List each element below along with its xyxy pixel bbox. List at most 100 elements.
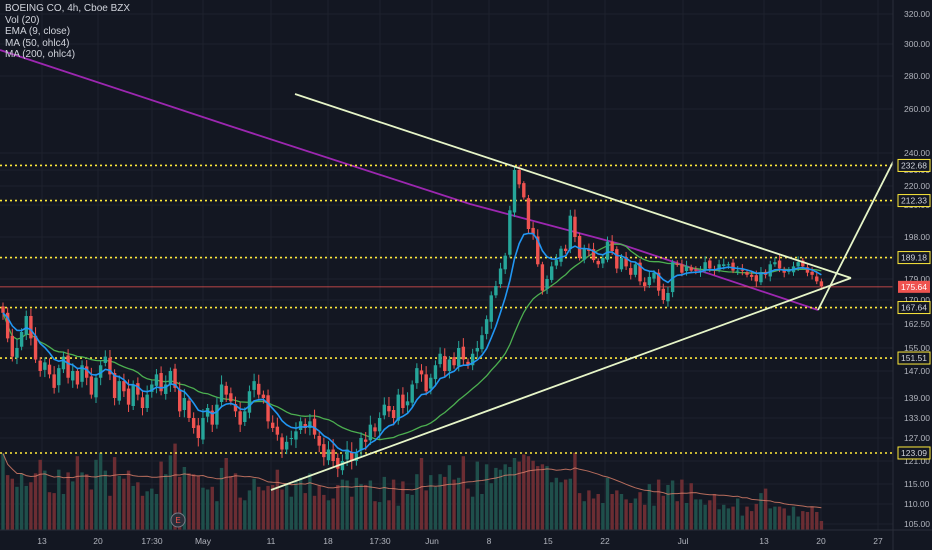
- earnings-marker[interactable]: E: [170, 512, 186, 528]
- candle-body: [275, 426, 280, 435]
- volume-bar: [298, 477, 303, 530]
- volume-bar: [731, 506, 735, 530]
- candle-body: [801, 260, 805, 267]
- price-tick-label: 162.50: [904, 319, 930, 329]
- volume-bar: [805, 512, 810, 530]
- volume-bar: [10, 478, 14, 530]
- candle-body: [136, 383, 140, 395]
- candle-body: [512, 170, 517, 213]
- candle-body: [419, 370, 424, 375]
- volume-bar: [656, 479, 661, 530]
- volume-bar: [638, 492, 642, 530]
- price-tick-label: 155.00: [904, 343, 930, 353]
- trend-lines[interactable]: [270, 93, 895, 491]
- volume-bar: [587, 490, 591, 530]
- candle-body: [405, 401, 410, 406]
- candle-body: [522, 183, 526, 198]
- candle-body: [303, 424, 307, 428]
- upper-trendline[interactable]: [294, 93, 852, 279]
- candle-body: [201, 418, 205, 440]
- volume-bar: [605, 477, 610, 530]
- candle-body: [415, 368, 419, 384]
- level-label: 189.18: [901, 253, 927, 263]
- volume-bar: [452, 479, 456, 530]
- volume-bar: [168, 455, 173, 530]
- candle-body: [540, 264, 545, 291]
- candle-body: [24, 316, 28, 335]
- volume-bar: [424, 490, 428, 530]
- candle-body: [182, 398, 187, 410]
- volume-bar: [317, 485, 321, 530]
- candle-body: [819, 281, 824, 286]
- volume-bar: [601, 503, 605, 530]
- price-tick-label: 110.00: [904, 499, 930, 509]
- volume-bar: [517, 461, 521, 530]
- volume-bar: [563, 479, 568, 530]
- lower-trendline[interactable]: [270, 277, 852, 491]
- candle-body: [94, 377, 98, 398]
- volume-bar: [550, 482, 554, 530]
- volume-bar: [52, 493, 56, 530]
- volume-bar: [387, 500, 391, 530]
- candle-body: [71, 371, 75, 381]
- candle-body: [168, 371, 173, 385]
- volume-bar: [201, 487, 205, 530]
- candle-body: [815, 276, 819, 282]
- candle-body: [531, 227, 535, 235]
- volume-bar: [136, 482, 140, 530]
- volume-bar: [782, 508, 786, 530]
- candle-body: [577, 235, 582, 258]
- candle-body: [480, 335, 484, 350]
- time-tick-label: 17:30: [369, 536, 391, 546]
- volume-bar: [266, 485, 270, 530]
- volume-bar: [619, 494, 624, 530]
- candle-body: [205, 408, 210, 417]
- projection-line[interactable]: [817, 159, 895, 311]
- candle-body: [559, 248, 563, 262]
- candle-body: [731, 262, 735, 271]
- volume-bar: [591, 498, 596, 530]
- candle-body: [103, 356, 107, 363]
- volume-bar: [238, 497, 242, 530]
- volume-bar: [433, 486, 438, 530]
- level-label-box: [897, 301, 931, 315]
- volume-bar: [573, 452, 577, 530]
- volume-bar: [443, 476, 447, 530]
- candle-body: [140, 397, 145, 408]
- candle-body: [568, 215, 572, 250]
- volume-bar: [670, 480, 675, 530]
- volume-bar: [749, 511, 754, 530]
- candle-body: [624, 257, 628, 267]
- volume-bar: [224, 458, 228, 530]
- candle-body: [89, 376, 94, 395]
- candle-body: [717, 264, 721, 270]
- candle-body: [261, 394, 266, 398]
- volume-bar: [1, 453, 5, 530]
- volume-bar: [340, 479, 345, 530]
- candle-body: [122, 381, 126, 392]
- price-tick-label: 300.00: [904, 39, 930, 49]
- volume-bar: [740, 515, 745, 530]
- candle-body: [196, 425, 200, 438]
- volume-bar: [164, 474, 168, 530]
- candle-body: [364, 439, 368, 442]
- candle-body: [629, 268, 633, 275]
- horizontal-levels[interactable]: [0, 164, 893, 454]
- candle-body: [605, 241, 610, 260]
- ema-line: [2, 232, 822, 454]
- candlesticks: [1, 165, 824, 478]
- volume-bar: [252, 478, 256, 530]
- volume-bar: [345, 480, 349, 530]
- earnings-icon[interactable]: [170, 512, 186, 528]
- volume-bar: [801, 511, 805, 530]
- candle-body: [773, 262, 777, 265]
- last-price-label: 175.64: [901, 282, 927, 292]
- volume-bar: [819, 521, 824, 530]
- candle-body: [75, 371, 80, 385]
- volume-bar: [470, 496, 475, 530]
- candle-body: [749, 274, 754, 277]
- volume-bar: [401, 481, 405, 530]
- volume-bar: [122, 478, 126, 530]
- volume-bar: [694, 499, 698, 530]
